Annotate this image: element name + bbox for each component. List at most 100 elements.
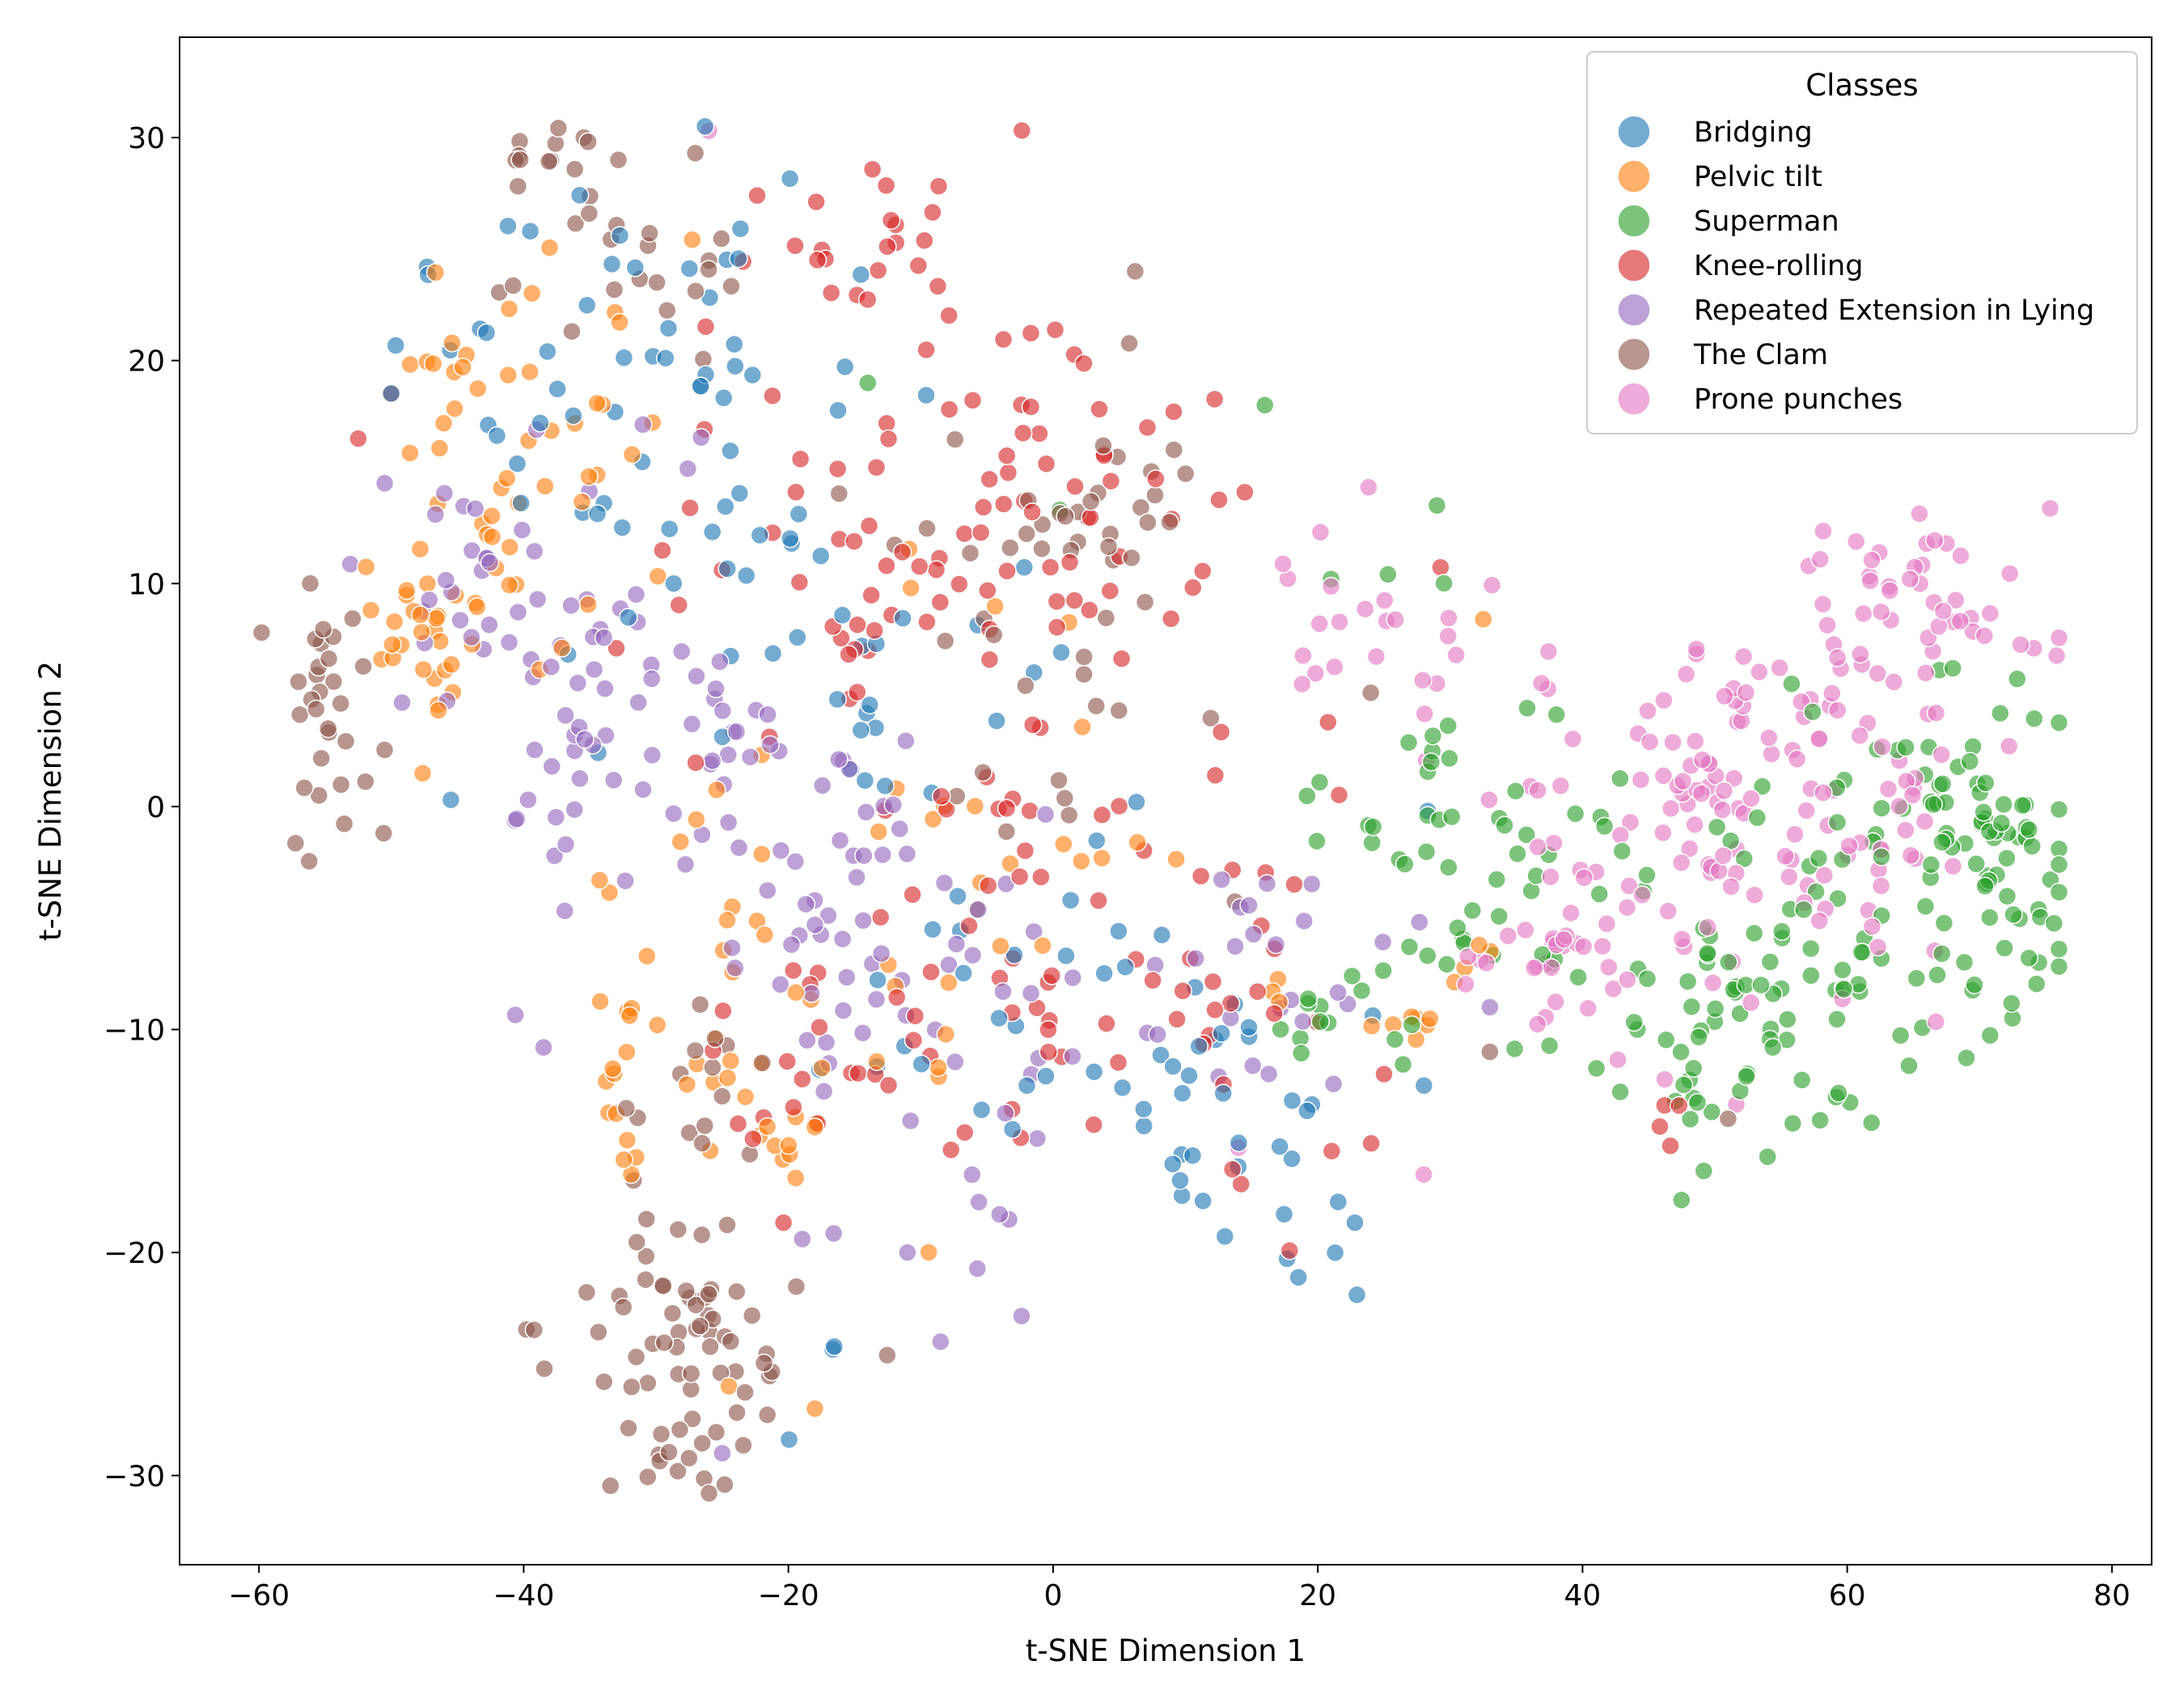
point-prone-punches — [1915, 663, 1936, 683]
point-pelvic-tilt — [1092, 848, 1111, 868]
point-superman — [1801, 938, 1821, 959]
point-superman — [1672, 1190, 1691, 1210]
point-knee-rolling — [857, 290, 878, 310]
point-knee-rolling — [971, 523, 991, 542]
point-bridging — [619, 608, 638, 627]
point-prone-punches — [1814, 866, 1835, 885]
point-knee-rolling — [1318, 712, 1338, 732]
point-the-clam — [935, 631, 955, 651]
point-pelvic-tilt — [1420, 1009, 1440, 1029]
point-knee-rolling — [821, 283, 841, 303]
point-superman — [1915, 896, 1936, 917]
point-pelvic-tilt — [423, 354, 443, 374]
point-pelvic-tilt — [687, 810, 706, 829]
point-prone-punches — [1638, 701, 1657, 721]
point-the-clam — [1164, 440, 1184, 460]
point-bridging — [1017, 1075, 1037, 1095]
point-the-clam — [676, 1281, 696, 1301]
point-knee-rolling — [607, 638, 626, 658]
point-repeated-extension-in-lying — [993, 981, 1013, 1002]
point-repeated-extension-in-lying — [726, 722, 747, 742]
point-repeated-extension-in-lying — [963, 945, 983, 965]
point-pelvic-tilt — [468, 597, 487, 616]
point-pelvic-tilt — [430, 439, 450, 458]
point-superman — [1752, 777, 1772, 796]
point-the-clam — [662, 1303, 683, 1324]
point-superman — [1783, 1113, 1803, 1133]
point-prone-punches — [1438, 626, 1458, 646]
point-the-clam — [685, 143, 705, 163]
point-repeated-extension-in-lying — [1186, 948, 1205, 968]
point-repeated-extension-in-lying — [1063, 968, 1082, 988]
point-prone-punches — [1814, 521, 1833, 541]
point-superman — [1957, 1048, 1976, 1068]
point-knee-rolling — [941, 1140, 961, 1159]
point-pelvic-tilt — [499, 299, 519, 319]
point-prone-punches — [1822, 684, 1842, 703]
point-knee-rolling — [915, 231, 934, 251]
point-repeated-extension-in-lying — [713, 701, 733, 721]
point-superman — [2019, 948, 2038, 968]
point-repeated-extension-in-lying — [726, 958, 745, 978]
point-the-clam — [294, 778, 314, 798]
point-superman — [1505, 781, 1526, 801]
point-pelvic-tilt — [614, 1150, 633, 1170]
point-prone-punches — [1632, 885, 1652, 905]
point-the-clam — [1086, 696, 1106, 716]
point-the-clam — [699, 260, 718, 279]
point-superman — [1421, 752, 1441, 772]
point-prone-punches — [1776, 846, 1795, 866]
point-knee-rolling — [930, 592, 950, 612]
point-knee-rolling — [950, 574, 969, 594]
point-bridging — [725, 334, 744, 354]
point-superman — [1907, 968, 1927, 989]
point-knee-rolling — [903, 884, 922, 905]
y-tick-label: −10 — [104, 1015, 165, 1048]
point-the-clam — [670, 1420, 690, 1439]
point-the-clam — [668, 1461, 688, 1481]
point-prone-punches — [1736, 683, 1756, 702]
point-knee-rolling — [908, 256, 929, 275]
point-pelvic-tilt — [717, 910, 737, 930]
point-knee-rolling — [1222, 1159, 1242, 1180]
point-pelvic-tilt — [384, 612, 404, 632]
x-tick-label: 80 — [2093, 1579, 2131, 1612]
point-repeated-extension-in-lying — [896, 731, 916, 751]
point-bridging — [679, 259, 700, 278]
point-the-clam — [565, 214, 586, 234]
point-the-clam — [319, 649, 339, 668]
point-bridging — [860, 695, 879, 714]
point-pelvic-tilt — [721, 1051, 741, 1071]
point-prone-punches — [1827, 648, 1848, 667]
legend-label-repeated-extension-in-lying: Repeated Extension in Lying — [1694, 294, 2094, 327]
point-prone-punches — [1573, 937, 1594, 956]
point-the-clam — [715, 1475, 734, 1494]
point-pelvic-tilt — [1473, 609, 1493, 629]
point-knee-rolling — [939, 400, 959, 419]
point-pelvic-tilt — [757, 1116, 777, 1137]
point-superman — [1363, 817, 1383, 837]
point-superman — [1568, 968, 1588, 987]
point-knee-rolling — [861, 585, 881, 605]
point-knee-rolling — [1167, 1009, 1187, 1029]
point-repeated-extension-in-lying — [962, 1165, 982, 1184]
point-repeated-extension-in-lying — [1063, 1046, 1082, 1066]
y-axis-title: t-SNE Dimension 2 — [33, 661, 68, 941]
point-prone-punches — [1703, 973, 1723, 993]
point-the-clam — [334, 814, 354, 834]
point-the-clam — [685, 1040, 705, 1061]
point-the-clam — [699, 1484, 719, 1503]
point-repeated-extension-in-lying — [434, 483, 455, 503]
point-prone-punches — [2011, 635, 2030, 655]
point-superman — [1890, 1026, 1911, 1045]
point-pelvic-tilt — [442, 333, 462, 353]
point-superman — [1687, 1093, 1708, 1112]
point-the-clam — [577, 1282, 597, 1303]
point-bridging — [717, 559, 737, 578]
point-the-clam — [375, 740, 395, 760]
point-the-clam — [638, 1373, 658, 1393]
point-repeated-extension-in-lying — [525, 541, 544, 561]
point-repeated-extension-in-lying — [682, 714, 702, 734]
point-bridging — [1347, 1285, 1367, 1305]
point-prone-punches — [1374, 591, 1395, 610]
